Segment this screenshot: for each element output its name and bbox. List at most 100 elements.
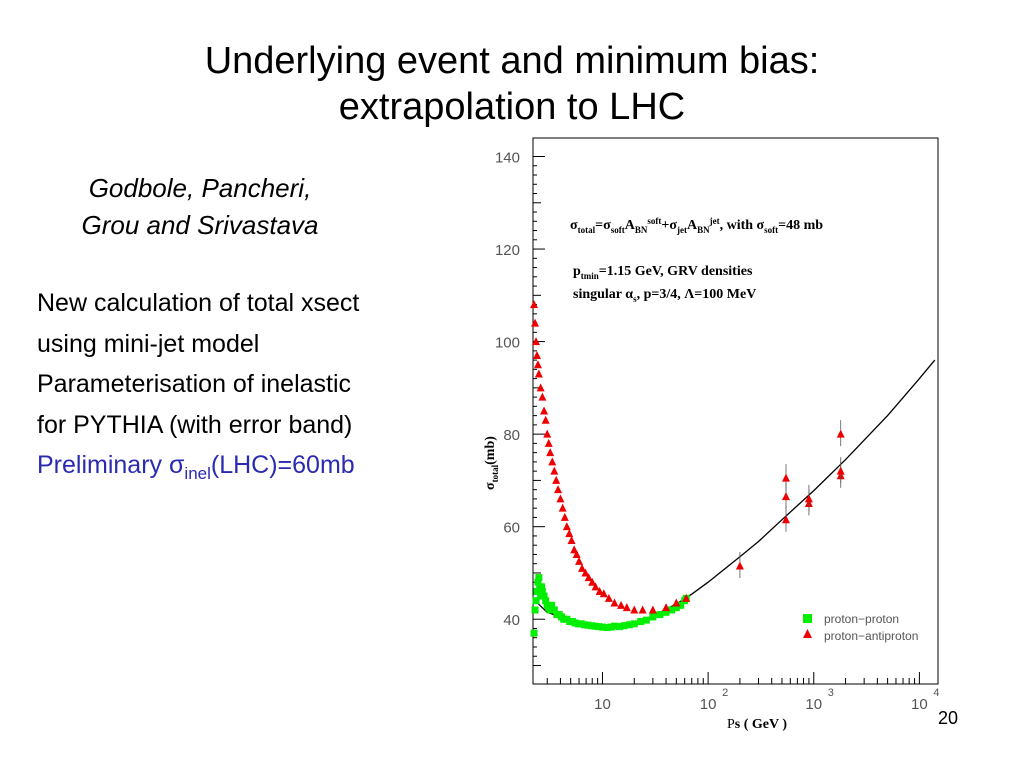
ann-sub-total: total — [578, 225, 596, 235]
y-label-unit: (mb) — [483, 436, 498, 465]
ppbar-point — [604, 593, 613, 602]
x-label-rest: s ( GeV ) — [735, 717, 788, 732]
pp-point — [637, 618, 645, 626]
ppbar-point — [617, 600, 626, 609]
annotation-line2: ptmin=1.15 GeV, GRV densities — [573, 264, 753, 281]
ppbar-point — [558, 503, 567, 512]
ppbar-point — [536, 383, 545, 392]
y-label-sub: total — [490, 464, 500, 482]
ppbar-point — [534, 369, 543, 378]
x-tick-exponent: 3 — [828, 687, 834, 699]
pp-point — [672, 604, 680, 612]
legend-pp-marker — [803, 614, 812, 623]
ppbar-point — [567, 536, 576, 545]
pp-point — [530, 629, 538, 637]
pp-point — [595, 623, 603, 631]
y-tick-label: 80 — [503, 427, 520, 444]
ppbar-point — [648, 605, 657, 614]
ppbar-point — [781, 473, 790, 482]
ann2-p: p — [573, 264, 581, 279]
y-tick-label: 60 — [503, 520, 520, 537]
x-tick-label: 10 — [700, 696, 717, 713]
preliminary-subscript: inel — [184, 464, 211, 483]
ppbar-point — [538, 392, 547, 401]
x-label-p: P — [727, 717, 735, 732]
pp-point — [649, 613, 657, 621]
pp-point — [662, 608, 670, 616]
pp-point — [538, 587, 546, 595]
pp-point — [534, 578, 542, 586]
ppbar-point — [630, 605, 639, 614]
ppbar-point — [682, 593, 691, 602]
ann-a2: A — [687, 218, 698, 233]
preliminary-result: Preliminary σinel(LHC)=60mb — [37, 445, 482, 495]
pp-point — [598, 623, 606, 631]
pp-point — [616, 623, 624, 631]
ppbar-point — [804, 494, 813, 503]
ppbar-point — [595, 586, 604, 595]
pp-point — [630, 620, 638, 628]
ppbar-point — [836, 466, 845, 475]
pp-point — [677, 601, 685, 609]
ppbar-point — [532, 337, 541, 346]
ann-sigma-1: σ — [570, 218, 578, 233]
legend: proton−proton proton−antiproton — [803, 612, 918, 643]
y-tick-label: 40 — [503, 612, 520, 629]
slide-title-line1: Underlying event and minimum bias: — [204, 40, 820, 82]
ppbar-point — [554, 485, 563, 494]
y-tick-label: 120 — [495, 242, 520, 259]
ann-value: =48 mb — [778, 218, 823, 233]
pp-point — [546, 606, 554, 614]
x-tick-exponent: 2 — [722, 687, 728, 699]
ppbar-point — [622, 603, 631, 612]
ppbar-point — [638, 605, 647, 614]
ppbar-point — [544, 438, 553, 447]
annotation-line3: singular αs, p=3/4, Λ=100 MeV — [573, 287, 756, 304]
ppbar-point — [543, 429, 552, 438]
ppbar-point — [531, 318, 540, 327]
x-tick-label: 10 — [911, 696, 928, 713]
ann-sup-jet: jet — [709, 216, 720, 226]
ppbar-point — [662, 603, 671, 612]
ppbar-point — [541, 415, 550, 424]
ppbar-point — [533, 360, 542, 369]
annotation-box: σtotal=σsoftABNsoft+σjetABNjet, with σso… — [570, 216, 823, 304]
ppbar-point — [584, 573, 593, 582]
pp-point — [577, 620, 585, 628]
ann3-rest: , p=3/4, Λ=100 MeV — [637, 287, 757, 302]
pp-point — [548, 601, 556, 609]
ppbar-point — [546, 448, 555, 457]
preliminary-sigma: σ — [168, 451, 185, 479]
bullet-line-4: for PYTHIA (with error band) — [37, 410, 353, 439]
pp-point — [542, 597, 550, 605]
ann-sub-soft2: soft — [764, 225, 778, 235]
ppbar-point — [735, 561, 744, 570]
y-axis-label: σtotal(mb) — [483, 436, 500, 490]
pp-point — [642, 616, 650, 624]
pp-point — [533, 587, 541, 595]
data-markers — [530, 300, 845, 637]
bullet-line-2: using mini-jet model — [37, 329, 260, 358]
x-axis-label: Ps ( GeV ) — [727, 717, 787, 732]
ann-sub-soft: soft — [611, 225, 625, 235]
ppbar-point — [550, 466, 559, 475]
pp-point — [625, 621, 633, 629]
ppbar-point — [556, 494, 565, 503]
pp-point — [531, 606, 539, 614]
pp-point — [667, 606, 675, 614]
ppbar-point — [575, 556, 584, 565]
ppbar-point — [836, 429, 845, 438]
ann-eq: =σ — [595, 218, 611, 233]
authors-line1: Godbole, Pancheri, — [88, 173, 312, 203]
slide-title-line2: extrapolation to LHC — [338, 86, 686, 128]
ann-a1: A — [625, 218, 636, 233]
ppbar-point — [530, 300, 539, 309]
pp-point — [532, 597, 540, 605]
x-axis: 10 10 2 10 3 10 4 — [546, 672, 940, 713]
annotation-formula: σtotal=σsoftABNsoft+σjetABNjet, with σso… — [570, 216, 823, 235]
pp-point — [611, 622, 619, 630]
ann-plus: +σ — [661, 218, 677, 233]
ppbar-point — [588, 577, 597, 586]
ann-sub-jet: jet — [676, 225, 687, 235]
